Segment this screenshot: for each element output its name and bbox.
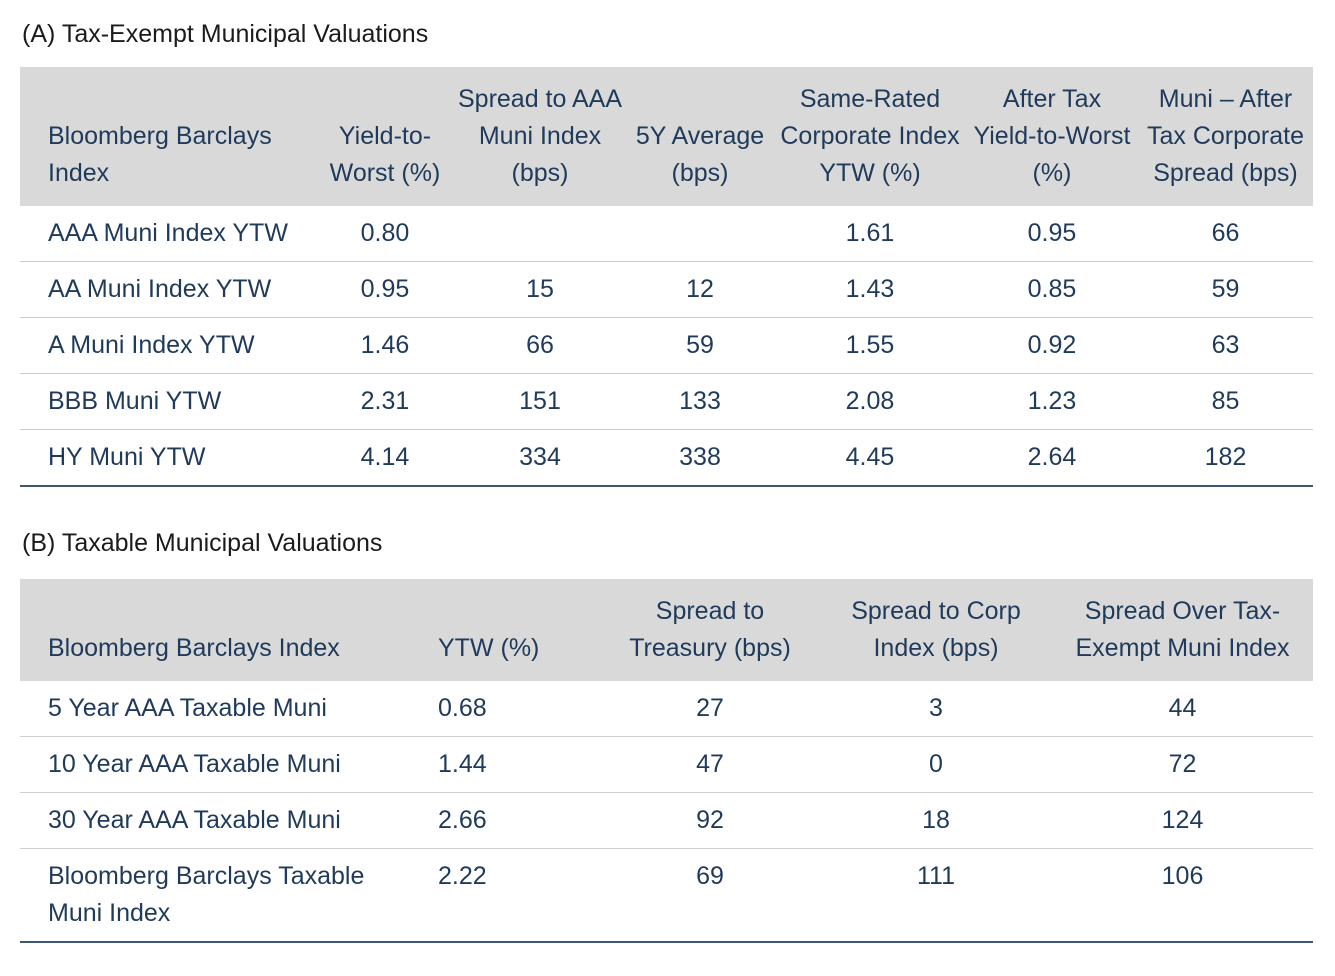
table-row: A Muni Index YTW 1.46 66 59 1.55 0.92 63 (20, 317, 1313, 374)
cell (454, 206, 626, 262)
table-row: 5 Year AAA Taxable Muni 0.68 27 3 44 (20, 681, 1313, 737)
header-spread-corp: Spread to Corp Index (bps) (820, 579, 1052, 681)
cell: 182 (1138, 429, 1313, 486)
cell: 338 (626, 429, 774, 486)
row-label: HY Muni YTW (20, 429, 316, 486)
cell: 4.45 (774, 429, 966, 486)
cell: 59 (626, 317, 774, 374)
cell: 3 (929, 694, 943, 722)
cell: 66 (1211, 219, 1240, 247)
cell: 0.85 (966, 261, 1138, 318)
header-spread-treasury: Spread to Treasury (bps) (600, 579, 820, 681)
table-row: 10 Year AAA Taxable Muni 1.44 47 0 72 (20, 736, 1313, 793)
row-label: 30 Year AAA Taxable Muni (20, 792, 420, 849)
cell: 1.61 (845, 219, 895, 247)
section-a-title: (A) Tax-Exempt Municipal Valuations (22, 20, 429, 48)
table-header-row: Bloomberg Barclays Index YTW (%) Spread … (20, 579, 1313, 681)
cell: 92 (600, 792, 820, 849)
tax-exempt-valuations-table: Bloomberg Barclays Index Yield-to-Worst … (20, 67, 1313, 487)
table-row: HY Muni YTW 4.14 334 338 4.45 2.64 182 (20, 429, 1313, 486)
cell: 1.43 (774, 261, 966, 318)
row-label: A Muni Index YTW (20, 317, 316, 374)
cell: 18 (820, 792, 1052, 849)
section-b-title: (B) Taxable Municipal Valuations (22, 529, 383, 557)
cell: 2.22 (420, 848, 600, 942)
cell: 4.14 (316, 429, 454, 486)
row-label: 10 Year AAA Taxable Muni (20, 736, 420, 793)
cell: 106 (1052, 848, 1313, 942)
cell: 2.66 (420, 792, 600, 849)
cell: 66 (454, 317, 626, 374)
cell: 85 (1138, 373, 1313, 430)
header-ytw: YTW (%) (420, 579, 600, 681)
cell: 334 (454, 429, 626, 486)
header-spread-tax-exempt: Spread Over Tax-Exempt Muni Index (1052, 579, 1313, 681)
cell: 1.23 (966, 373, 1138, 430)
cell (626, 206, 774, 262)
cell: 0.68 (438, 694, 487, 722)
cell: 2.31 (316, 373, 454, 430)
header-after-tax-ytw: After Tax Yield-to-Worst (%) (966, 67, 1138, 206)
cell: 0.80 (360, 219, 410, 247)
row-label: AA Muni Index YTW (20, 261, 316, 318)
cell: 0.95 (316, 261, 454, 318)
cell: 124 (1052, 792, 1313, 849)
cell: 2.08 (774, 373, 966, 430)
cell: 133 (626, 373, 774, 430)
cell: 44 (1168, 694, 1197, 722)
header-corporate-ytw: Same-Rated Corporate Index YTW (%) (774, 67, 966, 206)
cell: 72 (1052, 736, 1313, 793)
table-row: BBB Muni YTW 2.31 151 133 2.08 1.23 85 (20, 373, 1313, 430)
header-muni-corp-spread: Muni – After Tax Corporate Spread (bps) (1138, 67, 1313, 206)
cell: 1.44 (420, 736, 600, 793)
header-index: Bloomberg Barclays Index (20, 579, 420, 681)
header-ytw: Yield-to-Worst (%) (316, 67, 454, 206)
header-index: Bloomberg Barclays Index (20, 67, 316, 206)
cell: 1.46 (316, 317, 454, 374)
table-row: Bloomberg Barclays Taxable Muni Index 2.… (20, 848, 1313, 942)
table-header-row: Bloomberg Barclays Index Yield-to-Worst … (20, 67, 1313, 206)
row-label: Bloomberg Barclays Taxable Muni Index (20, 848, 420, 942)
cell: 1.55 (774, 317, 966, 374)
cell: 111 (820, 848, 1052, 942)
cell: 2.64 (966, 429, 1138, 486)
taxable-valuations-table: Bloomberg Barclays Index YTW (%) Spread … (20, 579, 1313, 943)
cell: 69 (600, 848, 820, 942)
header-5y-average: 5Y Average (bps) (626, 67, 774, 206)
cell: 15 (454, 261, 626, 318)
row-label: 5 Year AAA Taxable Muni (48, 694, 327, 722)
header-spread-aaa: Spread to AAA Muni Index (bps) (454, 67, 626, 206)
table-row: 30 Year AAA Taxable Muni 2.66 92 18 124 (20, 792, 1313, 849)
row-label: AAA Muni Index YTW (48, 219, 288, 247)
cell: 63 (1138, 317, 1313, 374)
table-row: AA Muni Index YTW 0.95 15 12 1.43 0.85 5… (20, 261, 1313, 318)
cell: 59 (1138, 261, 1313, 318)
cell: 27 (696, 694, 724, 722)
cell: 0.95 (1027, 219, 1077, 247)
table-row: AAA Muni Index YTW 0.80 1.61 0.95 66 (20, 206, 1313, 262)
cell: 151 (454, 373, 626, 430)
cell: 12 (626, 261, 774, 318)
cell: 0.92 (966, 317, 1138, 374)
row-label: BBB Muni YTW (20, 373, 316, 430)
cell: 47 (600, 736, 820, 793)
cell: 0 (820, 736, 1052, 793)
